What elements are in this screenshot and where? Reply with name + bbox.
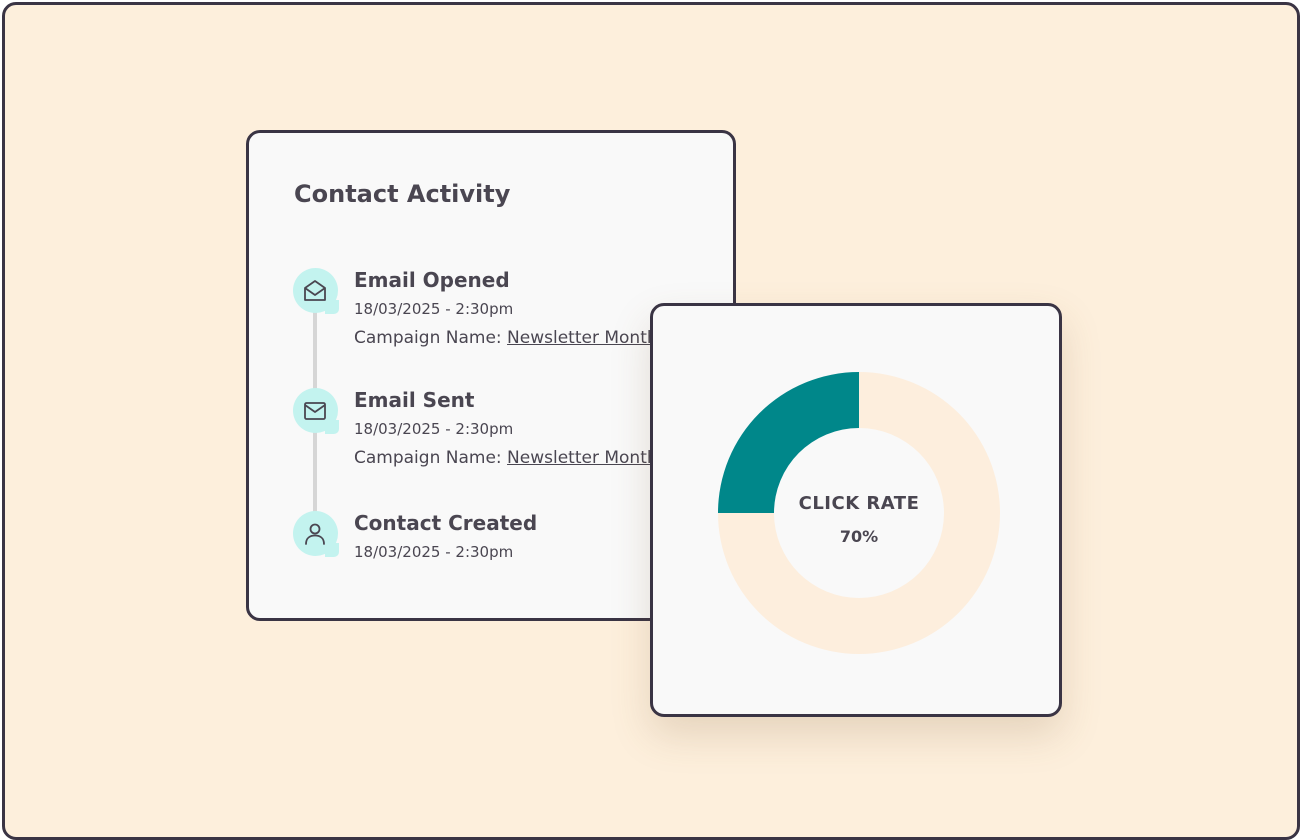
campaign-label: Campaign Name:	[354, 448, 502, 468]
envelope-icon	[293, 388, 339, 434]
campaign-link[interactable]: Newsletter Month	[507, 328, 658, 348]
user-icon	[293, 511, 339, 557]
card-title: Contact Activity	[294, 180, 511, 208]
donut-slice-1	[718, 372, 1000, 654]
timeline-item-date: 18/03/2025 - 2:30pm	[354, 300, 514, 318]
donut-slice-0	[718, 372, 859, 513]
timeline-item-title: Email Opened	[354, 268, 510, 292]
timeline-item-campaign: Campaign Name: Newsletter Month	[354, 448, 658, 468]
timeline-item-title: Contact Created	[354, 511, 538, 535]
campaign-label: Campaign Name:	[354, 328, 502, 348]
timeline-item-date: 18/03/2025 - 2:30pm	[354, 543, 514, 561]
timeline-item-title: Email Sent	[354, 388, 475, 412]
donut-label: CLICK RATE	[798, 493, 920, 514]
campaign-link[interactable]: Newsletter Month	[507, 448, 658, 468]
envelope-open-icon	[293, 268, 339, 314]
click-rate-card: CLICK RATE 70%	[650, 303, 1062, 717]
donut-value: 70%	[839, 527, 879, 546]
donut-chart	[718, 372, 1000, 654]
timeline-item-date: 18/03/2025 - 2:30pm	[354, 420, 514, 438]
timeline-item-campaign: Campaign Name: Newsletter Month	[354, 328, 658, 348]
